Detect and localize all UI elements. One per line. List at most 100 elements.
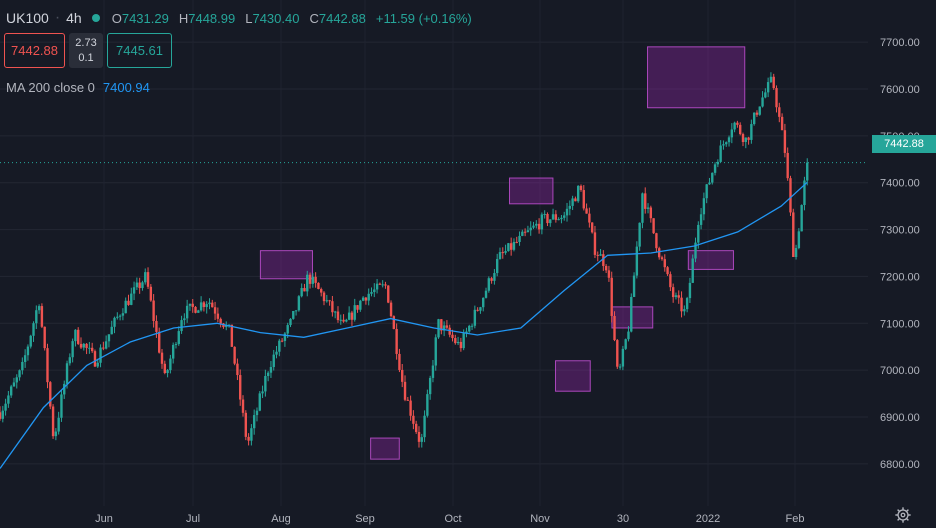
candle-body (644, 193, 647, 209)
candle-body (57, 417, 60, 432)
candle-body (431, 365, 435, 378)
candle-body (320, 289, 323, 293)
candle-body (719, 145, 722, 162)
candle-body (604, 265, 608, 271)
candle-body (367, 293, 370, 301)
candle-body (588, 213, 591, 223)
candle-body (490, 278, 493, 281)
candle-body (339, 319, 342, 321)
sell-button[interactable]: 7442.88 (4, 33, 65, 68)
price-tick-label: 7400.00 (880, 178, 920, 190)
candle-body (440, 319, 443, 331)
candle-body (219, 318, 222, 324)
candle-body (529, 227, 532, 231)
highlight-zones (259, 46, 746, 460)
candle-body (593, 232, 597, 255)
candle-body (43, 326, 46, 349)
candle-body (191, 303, 194, 307)
candle-body (663, 259, 666, 268)
candle-body (797, 231, 801, 249)
low-value: 7430.40 (252, 10, 300, 26)
candle-body (666, 267, 669, 275)
candle-body (289, 318, 292, 326)
separator-dot: · (54, 9, 61, 26)
candle-body (29, 335, 32, 347)
candle-body (387, 285, 390, 303)
ma-legend[interactable]: MA 200 close 0 7400.94 (6, 80, 150, 95)
candle-body (515, 241, 518, 243)
candle-body (322, 292, 326, 302)
candle-body (225, 325, 228, 328)
interval-label[interactable]: 4h (66, 10, 82, 26)
time-axis[interactable]: Jun Jul Aug Sep Oct Nov 30 2022 Feb (95, 513, 804, 525)
candle-body (423, 415, 426, 438)
candle-body (752, 112, 756, 125)
candle-body (1, 410, 4, 419)
candle-body (252, 415, 256, 429)
candle-body (761, 97, 764, 107)
candle-body (118, 315, 122, 317)
highlight-zone (259, 250, 313, 280)
time-tick-label: Oct (444, 513, 461, 525)
candle-body (526, 230, 530, 233)
candle-body (68, 357, 72, 364)
candle-body (803, 180, 806, 206)
candle-body (501, 252, 504, 254)
candle-body (23, 355, 27, 362)
candle-body (347, 312, 351, 320)
candle-body (646, 207, 650, 209)
candle-body (766, 82, 770, 93)
candle-body (155, 321, 158, 332)
candle-body (445, 325, 449, 328)
candle-body (677, 295, 680, 298)
chart-grid (0, 0, 868, 506)
candle-body (15, 377, 18, 383)
candle-body (739, 124, 742, 135)
open-value: 7431.29 (121, 10, 169, 26)
price-axis[interactable]: 6800.00 6900.00 7000.00 7100.00 7200.00 7300.… (880, 37, 920, 471)
buy-button[interactable]: 7445.61 (107, 33, 172, 68)
candle-body (660, 257, 664, 260)
candle-body (146, 272, 150, 287)
candle-body (750, 124, 753, 140)
candle-body (786, 152, 789, 179)
symbol-label[interactable]: UK100 (6, 10, 49, 26)
candle-body (375, 283, 379, 290)
candle-body (180, 320, 183, 332)
candle-body (618, 366, 622, 368)
candle-body (806, 162, 809, 181)
candle-body (638, 222, 641, 247)
candle-body (32, 323, 35, 336)
candle-body (414, 423, 418, 432)
candle-body (428, 377, 432, 395)
candle-body (764, 92, 767, 98)
low-label: L (245, 10, 253, 26)
candle-body (63, 383, 66, 395)
candle-body (482, 297, 485, 308)
moving-average (0, 181, 808, 469)
candle-body (79, 343, 83, 348)
candle-body (51, 406, 55, 437)
candle-body (306, 274, 309, 292)
candle-body (149, 286, 153, 301)
candle-body (568, 205, 572, 209)
candle-body (769, 76, 773, 83)
candle-body (412, 415, 415, 424)
candle-body (233, 346, 236, 364)
candle-body (121, 313, 125, 316)
candle-body (590, 222, 594, 233)
candle-body (546, 213, 549, 224)
candle-body (188, 303, 192, 306)
candle-body (755, 112, 759, 115)
gear-icon[interactable] (894, 506, 912, 524)
candle-body (241, 399, 245, 413)
price-tick-label: 7100.00 (880, 318, 920, 330)
candle-body (680, 297, 683, 312)
candle-body (183, 318, 186, 321)
candle-body (71, 341, 74, 358)
candle-body (504, 251, 507, 253)
candle-body (4, 403, 7, 411)
candle-body (37, 306, 41, 311)
lot-size[interactable]: 0.1 (78, 51, 94, 64)
